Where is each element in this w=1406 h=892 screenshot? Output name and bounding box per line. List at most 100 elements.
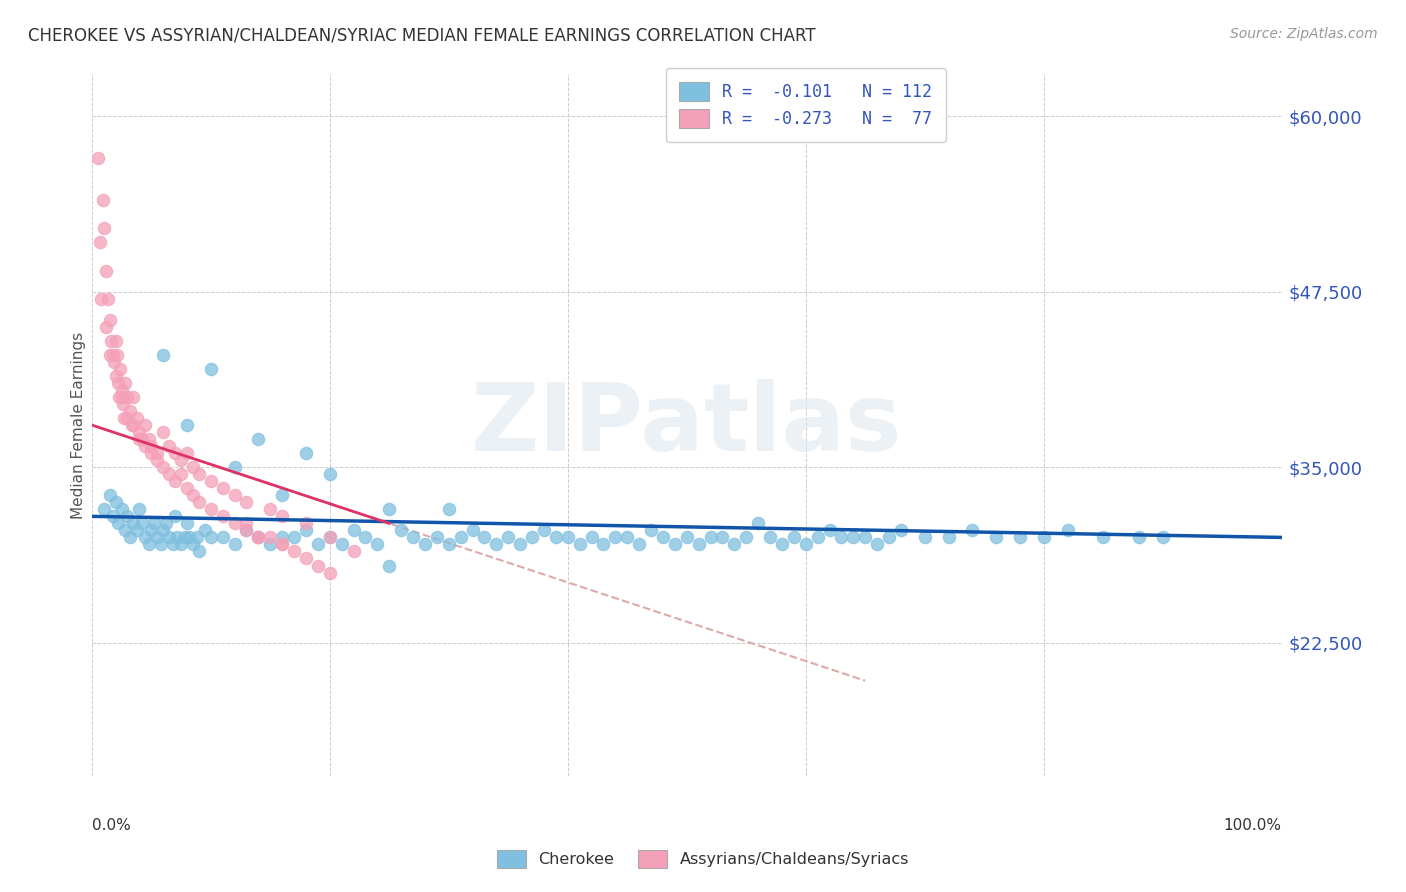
Point xyxy=(125,411,148,425)
Point xyxy=(93,221,115,235)
Point xyxy=(93,502,115,516)
Point xyxy=(107,516,129,531)
Point xyxy=(146,446,169,460)
Point xyxy=(117,411,139,425)
Point xyxy=(94,319,117,334)
Point xyxy=(711,530,734,544)
Point xyxy=(134,439,156,453)
Point xyxy=(138,432,160,446)
Point xyxy=(544,530,567,544)
Point xyxy=(165,509,187,524)
Point xyxy=(103,509,125,524)
Point xyxy=(125,524,148,538)
Point xyxy=(179,530,201,544)
Point xyxy=(877,530,900,544)
Point xyxy=(568,537,591,551)
Point xyxy=(1128,530,1150,544)
Point xyxy=(307,558,329,573)
Point xyxy=(181,460,204,475)
Point xyxy=(131,516,153,531)
Point xyxy=(307,537,329,551)
Point xyxy=(176,481,198,495)
Point xyxy=(200,530,222,544)
Point xyxy=(962,524,984,538)
Point xyxy=(211,530,233,544)
Point xyxy=(402,530,425,544)
Point xyxy=(165,475,187,489)
Point xyxy=(259,530,281,544)
Point xyxy=(984,530,1007,544)
Point xyxy=(176,418,198,433)
Point xyxy=(165,446,187,460)
Point xyxy=(890,524,912,538)
Point xyxy=(142,516,165,531)
Point xyxy=(235,516,257,531)
Point xyxy=(938,530,960,544)
Point xyxy=(110,362,132,376)
Point xyxy=(108,390,131,404)
Point xyxy=(366,537,388,551)
Text: CHEROKEE VS ASSYRIAN/CHALDEAN/SYRIAC MEDIAN FEMALE EARNINGS CORRELATION CHART: CHEROKEE VS ASSYRIAN/CHALDEAN/SYRIAC MED… xyxy=(28,27,815,45)
Point xyxy=(110,383,132,397)
Point xyxy=(783,530,806,544)
Point xyxy=(122,390,145,404)
Point xyxy=(152,460,174,475)
Point xyxy=(100,334,122,348)
Point xyxy=(319,530,342,544)
Point xyxy=(90,292,112,306)
Point xyxy=(117,390,139,404)
Point xyxy=(640,524,662,538)
Point xyxy=(378,558,401,573)
Point xyxy=(103,348,125,362)
Point xyxy=(675,530,697,544)
Point xyxy=(295,516,318,531)
Point xyxy=(342,524,364,538)
Point xyxy=(1056,524,1078,538)
Point xyxy=(807,530,830,544)
Point xyxy=(592,537,614,551)
Point xyxy=(128,425,150,439)
Point xyxy=(235,495,257,509)
Point xyxy=(664,537,686,551)
Point xyxy=(818,524,841,538)
Point xyxy=(187,467,209,482)
Point xyxy=(271,509,294,524)
Point xyxy=(247,530,270,544)
Text: 100.0%: 100.0% xyxy=(1223,818,1282,833)
Point xyxy=(134,418,156,433)
Point xyxy=(413,537,436,551)
Point xyxy=(914,530,936,544)
Point xyxy=(181,537,204,551)
Point xyxy=(628,537,651,551)
Point xyxy=(141,439,163,453)
Point xyxy=(187,495,209,509)
Point xyxy=(111,397,134,411)
Point xyxy=(247,530,270,544)
Point xyxy=(509,537,531,551)
Point xyxy=(319,530,342,544)
Point xyxy=(200,362,222,376)
Point xyxy=(354,530,377,544)
Point xyxy=(152,348,174,362)
Text: Source: ZipAtlas.com: Source: ZipAtlas.com xyxy=(1230,27,1378,41)
Point xyxy=(319,566,342,580)
Point xyxy=(830,530,852,544)
Point xyxy=(271,537,294,551)
Point xyxy=(94,263,117,277)
Point xyxy=(200,502,222,516)
Point xyxy=(271,530,294,544)
Point xyxy=(211,481,233,495)
Text: ZIPatlas: ZIPatlas xyxy=(471,379,903,471)
Point xyxy=(152,524,174,538)
Point xyxy=(283,530,305,544)
Point xyxy=(146,530,169,544)
Point xyxy=(141,446,163,460)
Point xyxy=(176,446,198,460)
Point xyxy=(271,488,294,502)
Point xyxy=(224,488,246,502)
Point xyxy=(605,530,627,544)
Text: 0.0%: 0.0% xyxy=(91,818,131,833)
Point xyxy=(616,530,638,544)
Point xyxy=(131,432,153,446)
Point xyxy=(794,537,817,551)
